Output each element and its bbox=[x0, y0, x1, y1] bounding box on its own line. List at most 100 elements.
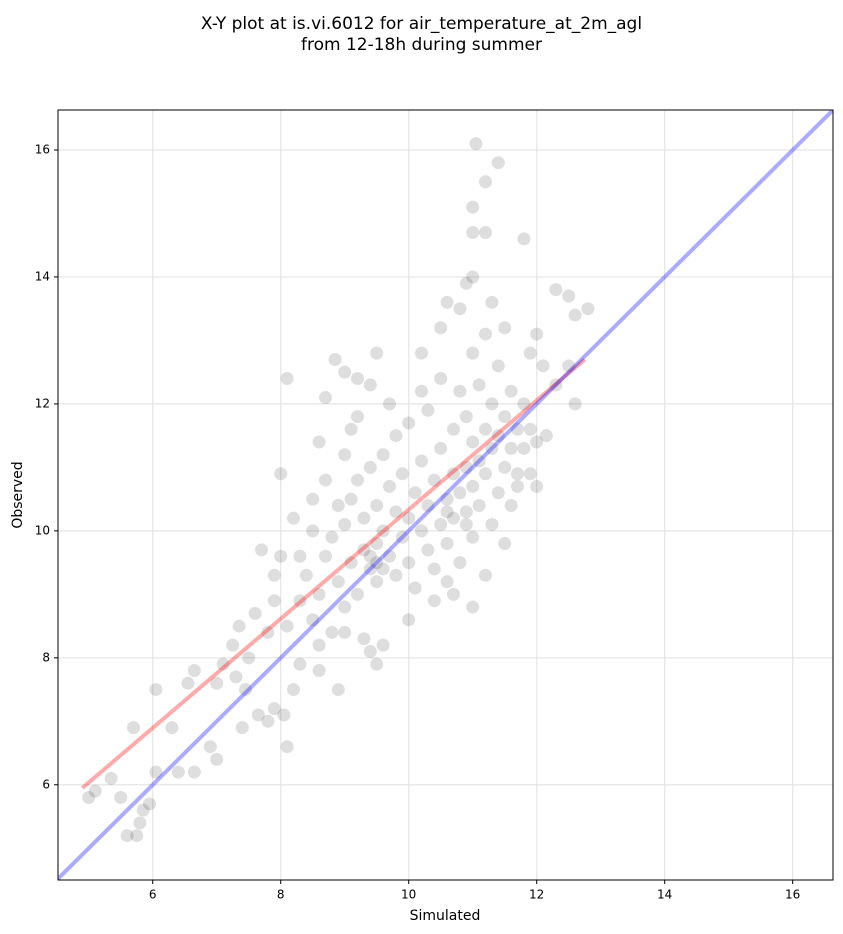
scatter-point bbox=[389, 505, 403, 519]
scatter-point bbox=[421, 403, 435, 417]
scatter-point bbox=[149, 765, 163, 779]
chart-title: X-Y plot at is.vi.6012 for air_temperatu… bbox=[200, 14, 643, 55]
scatter-point bbox=[459, 276, 473, 290]
scatter-point bbox=[351, 587, 365, 601]
x-tick-label: 10 bbox=[401, 888, 416, 902]
scatter-point bbox=[434, 441, 448, 455]
scatter-point bbox=[581, 302, 595, 316]
scatter-point bbox=[267, 568, 281, 582]
scatter-point bbox=[338, 625, 352, 639]
scatter-point bbox=[306, 492, 320, 506]
y-tick-label: 8 bbox=[42, 650, 50, 664]
scatter-point bbox=[549, 378, 563, 392]
scatter-point bbox=[104, 771, 118, 785]
scatter-point bbox=[402, 511, 416, 525]
scatter-point bbox=[370, 575, 384, 589]
scatter-point bbox=[338, 600, 352, 614]
scatter-point bbox=[383, 397, 397, 411]
scatter-point bbox=[389, 568, 403, 582]
scatter-point bbox=[280, 372, 294, 386]
scatter-point bbox=[376, 562, 390, 576]
scatter-point bbox=[293, 594, 307, 608]
scatter-point bbox=[446, 422, 460, 436]
scatter-point bbox=[415, 346, 429, 360]
scatter-point bbox=[235, 721, 249, 735]
scatter-point bbox=[523, 346, 537, 360]
scatter-point bbox=[478, 467, 492, 481]
scatter-point bbox=[306, 524, 320, 538]
scatter-point bbox=[363, 460, 377, 474]
scatter-point bbox=[530, 327, 544, 341]
scatter-point bbox=[523, 467, 537, 481]
scatter-point bbox=[478, 327, 492, 341]
scatter-point bbox=[274, 467, 288, 481]
scatter-point bbox=[229, 670, 243, 684]
scatter-point bbox=[472, 454, 486, 468]
scatter-point bbox=[130, 829, 144, 843]
scatter-point bbox=[466, 270, 480, 284]
scatter-point bbox=[299, 568, 313, 582]
scatter-point bbox=[325, 625, 339, 639]
scatter-point bbox=[453, 486, 467, 500]
scatter-point bbox=[351, 473, 365, 487]
scatter-point bbox=[331, 575, 345, 589]
scatter-point bbox=[261, 714, 275, 728]
scatter-point bbox=[331, 498, 345, 512]
scatter-point bbox=[395, 530, 409, 544]
scatter-point bbox=[472, 378, 486, 392]
scatter-point bbox=[485, 397, 499, 411]
scatter-point bbox=[376, 448, 390, 462]
scatter-point bbox=[383, 549, 397, 563]
scatter-point bbox=[210, 752, 224, 766]
scatter-point bbox=[549, 283, 563, 297]
fit-line bbox=[58, 110, 833, 880]
x-tick-label: 8 bbox=[277, 888, 285, 902]
y-tick-label: 6 bbox=[42, 777, 50, 791]
scatter-point bbox=[274, 549, 288, 563]
scatter-point bbox=[226, 638, 240, 652]
scatter-point bbox=[562, 359, 576, 373]
scatter-point bbox=[88, 784, 102, 798]
scatter-point bbox=[434, 321, 448, 335]
scatter-point bbox=[466, 479, 480, 493]
scatter-point bbox=[402, 556, 416, 570]
scatter-point bbox=[478, 175, 492, 189]
scatter-point bbox=[376, 524, 390, 538]
scatter-point bbox=[530, 435, 544, 449]
scatter-point bbox=[357, 632, 371, 646]
x-tick-label: 12 bbox=[529, 888, 544, 902]
scatter-point bbox=[338, 518, 352, 532]
scatter-point bbox=[478, 568, 492, 582]
scatter-point bbox=[466, 530, 480, 544]
scatter-point bbox=[261, 625, 275, 639]
scatter-point bbox=[446, 467, 460, 481]
scatter-point bbox=[466, 200, 480, 214]
y-tick-label: 12 bbox=[35, 396, 50, 410]
scatter-point bbox=[383, 479, 397, 493]
scatter-point bbox=[338, 448, 352, 462]
scatter-point bbox=[287, 511, 301, 525]
scatter-point bbox=[120, 829, 134, 843]
scatter-point bbox=[478, 226, 492, 240]
scatter-point bbox=[370, 346, 384, 360]
fit-line bbox=[81, 357, 586, 790]
scatter-point bbox=[408, 581, 422, 595]
scatter-point bbox=[210, 676, 224, 690]
scatter-point bbox=[568, 397, 582, 411]
scatter-point bbox=[530, 479, 544, 493]
scatter-point bbox=[171, 765, 185, 779]
scatter-point bbox=[187, 664, 201, 678]
scatter-point bbox=[312, 638, 326, 652]
scatter-point bbox=[466, 600, 480, 614]
scatter-point bbox=[485, 518, 499, 532]
scatter-point bbox=[306, 613, 320, 627]
scatter-point bbox=[562, 289, 576, 303]
scatter-point bbox=[242, 651, 256, 665]
scatter-point bbox=[504, 441, 518, 455]
scatter-point bbox=[485, 295, 499, 309]
scatter-point bbox=[363, 562, 377, 576]
scatter-point bbox=[510, 479, 524, 493]
scatter-point bbox=[136, 803, 150, 817]
scatter-point bbox=[267, 594, 281, 608]
